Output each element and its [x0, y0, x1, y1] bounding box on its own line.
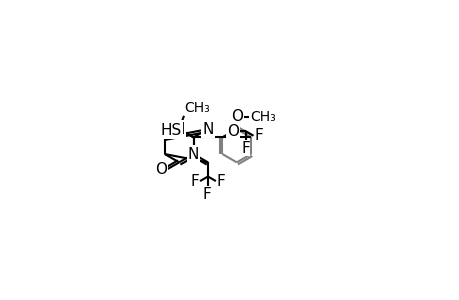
Text: F: F	[216, 174, 225, 189]
Text: N: N	[173, 122, 185, 136]
Text: N: N	[187, 146, 199, 161]
Text: CH₃: CH₃	[249, 110, 275, 124]
Text: F: F	[202, 187, 211, 202]
Text: F: F	[241, 141, 250, 156]
Text: O: O	[227, 124, 239, 139]
Text: F: F	[254, 128, 263, 143]
Text: O: O	[230, 109, 242, 124]
Text: HS: HS	[160, 123, 181, 138]
Text: CH₃: CH₃	[184, 101, 210, 115]
Text: N: N	[202, 122, 213, 136]
Text: F: F	[190, 174, 199, 189]
Text: O: O	[155, 162, 167, 177]
